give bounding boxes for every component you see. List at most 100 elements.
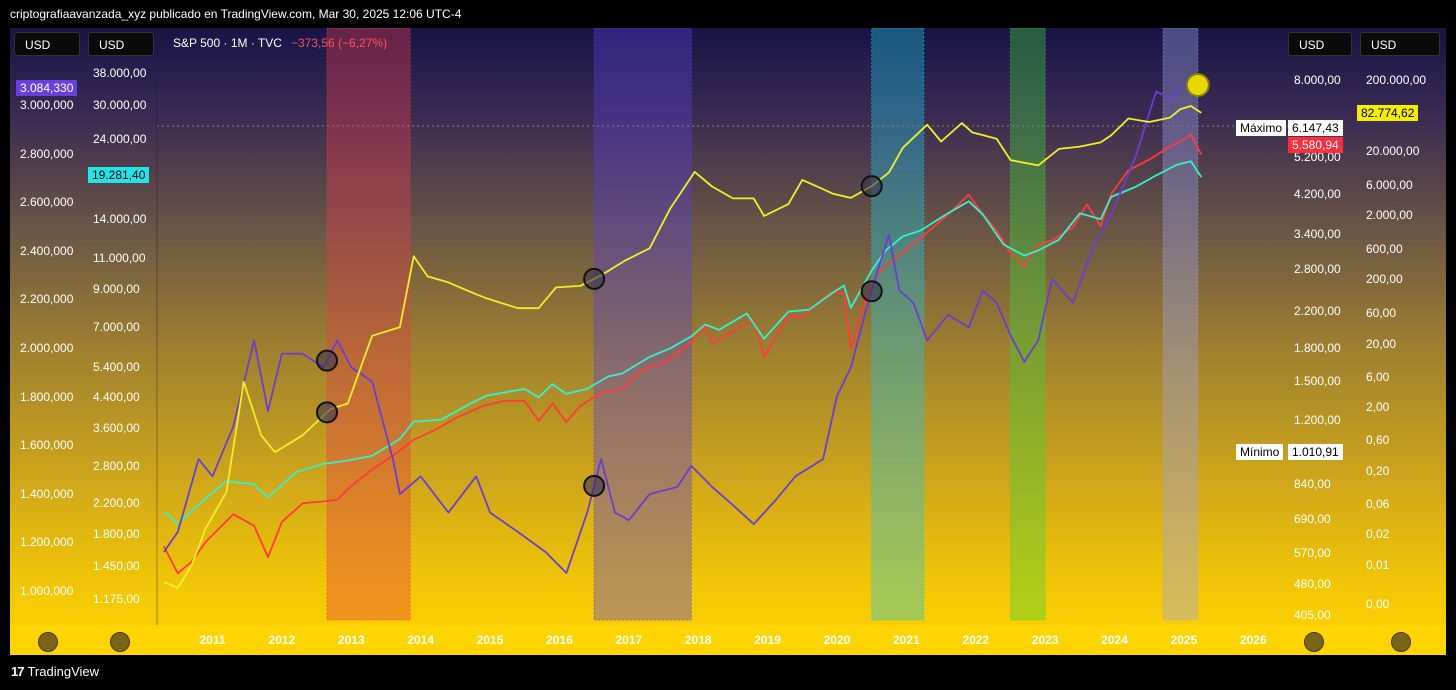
usd-scale-button-4[interactable]: USD: [1360, 32, 1440, 56]
right-axis-tick: 3.400,00: [1294, 227, 1341, 241]
tradingview-logo[interactable]: 17 TradingView: [11, 664, 99, 679]
usd-scale-button-2[interactable]: USD: [88, 32, 154, 56]
far-left-axis-tick: 2.600,000: [20, 195, 74, 210]
time-axis-tick: 2019: [754, 633, 781, 647]
time-axis-tick: 2025: [1170, 633, 1198, 647]
right-axis-tick: 1.800,00: [1294, 341, 1341, 355]
right-axis-tick: 570,00: [1294, 546, 1331, 560]
time-axis-tick: 2022: [962, 633, 990, 647]
time-axis-tick: 2013: [337, 633, 365, 647]
time-axis-tick: 2014: [407, 633, 435, 647]
far-right-axis-tick: 0,20: [1366, 464, 1390, 478]
far-right-axis-tick: 20.000,00: [1366, 144, 1420, 158]
legend-change: −373,56 (−6,27%): [291, 36, 388, 50]
far-right-axis-tick: 60,00: [1366, 306, 1397, 320]
footer-bar: 17 TradingView: [0, 655, 1456, 690]
time-axis-tick: 2015: [476, 633, 504, 647]
far-right-axis-tick: 6.000,00: [1366, 178, 1413, 192]
series-line-nasdaq-100: [163, 160, 1203, 525]
time-axis-tick: 2021: [893, 633, 920, 647]
tradingview-brand: TradingView: [27, 664, 100, 679]
far-left-axis-tick: 2.200,000: [20, 292, 74, 307]
left-axis-tick: 2.800,00: [93, 459, 140, 473]
right-axis-tick: 480,00: [1294, 577, 1331, 591]
event-marker-lower-1: [315, 349, 338, 372]
chart-panel[interactable]: USD USD USD USD S&P 500 · 1M · TVC −373,…: [10, 28, 1446, 655]
right-axis-tick-partial: 5.200,00: [1294, 150, 1341, 164]
attribution-text: criptografiaavanzada_xyz publicado en Tr…: [10, 7, 462, 21]
left-axis-tick: 2.200,00: [93, 496, 140, 510]
left-axis-tick: 30.000,00: [93, 98, 147, 112]
far-left-axis-tick: 2.800,000: [20, 146, 74, 161]
right-axis-tick: 2.200,00: [1294, 304, 1341, 318]
scale-dot-2[interactable]: [110, 632, 130, 652]
usd-scale-button-1[interactable]: USD: [14, 32, 80, 56]
price-tag-red: 5.580,94: [1288, 137, 1343, 153]
left-axis-tick: 24.000,00: [93, 132, 147, 146]
time-axis-tick: 2012: [268, 633, 296, 647]
far-right-axis-tick: 6,00: [1366, 370, 1390, 384]
shaded-period-4: [1009, 28, 1046, 621]
max-label: Máximo: [1236, 120, 1287, 136]
right-axis-tick: 405,00: [1294, 608, 1331, 622]
far-right-axis-tick: 0,00: [1366, 597, 1390, 611]
left-axis-tick: 11.000,00: [93, 251, 146, 265]
left-axis-tick: 1.450,00: [93, 559, 140, 573]
left-axis-tick: 5.400,00: [93, 360, 140, 374]
left-axis-tick: 9.000,00: [93, 282, 140, 296]
far-right-axis-tick: 0,01: [1366, 558, 1390, 572]
far-right-axis-tick: 0,02: [1366, 527, 1390, 541]
shaded-period-2: [593, 28, 692, 621]
right-axis-tick: 1.500,00: [1294, 374, 1341, 388]
far-right-axis-tick: 200.000,00: [1366, 73, 1427, 87]
right-axis-tick: 1.200,00: [1294, 413, 1341, 427]
far-left-axis-tick: 2.400,000: [20, 243, 74, 258]
price-tag-yellow: 82.774,62: [1357, 105, 1419, 121]
far-left-axis-tick: 1.600,000: [20, 438, 74, 453]
usd-scale-button-3[interactable]: USD: [1288, 32, 1352, 56]
far-left-axis-tick: 1.200,000: [20, 535, 74, 550]
right-axis-tick: 8.000,00: [1294, 73, 1341, 87]
min-value: 1.010,91: [1288, 444, 1343, 460]
scale-dot-1[interactable]: [38, 632, 58, 652]
right-axis-tick: 4.200,00: [1294, 187, 1341, 201]
max-value: 6.147,43: [1288, 120, 1343, 136]
far-left-axis-tick: 1.000,000: [20, 584, 74, 598]
right-axis-tick: 840,00: [1294, 477, 1331, 491]
far-right-axis-tick: 0,06: [1366, 497, 1390, 511]
left-axis-tick: 4.400,00: [93, 390, 140, 404]
chart-canvas[interactable]: [10, 28, 1446, 655]
event-marker-lower-2: [583, 474, 606, 497]
far-right-axis-tick: 2,00: [1366, 400, 1390, 414]
far-right-axis-tick: 0,60: [1366, 433, 1390, 447]
time-axis-tick: 2023: [1031, 633, 1059, 647]
time-axis-tick: 2020: [823, 633, 851, 647]
far-right-axis-tick: 600,00: [1366, 242, 1403, 256]
far-right-axis-tick: 2.000,00: [1366, 208, 1413, 222]
far-right-axis-tick: 200,00: [1366, 272, 1403, 286]
scale-dot-3[interactable]: [1304, 632, 1324, 652]
tradingview-mark-icon: 17: [11, 664, 25, 679]
far-left-axis-tick: 1.400,000: [20, 486, 74, 501]
time-axis-tick: 2018: [684, 633, 712, 647]
series-line-s-p-500: [163, 133, 1203, 575]
far-right-axis-tick: 20,00: [1366, 337, 1397, 351]
event-marker-upper-2: [583, 267, 606, 290]
left-axis-tick: 7.000,00: [93, 320, 140, 334]
event-marker-upper-3: [860, 175, 883, 198]
far-left-axis-tick: 3.000,000: [20, 98, 74, 112]
left-axis-tick: 1.175,00: [93, 592, 140, 606]
time-axis-tick: 2017: [615, 633, 643, 647]
time-axis-band: [10, 625, 1446, 655]
min-label: Mínimo: [1236, 444, 1284, 460]
shaded-period-5: [1162, 28, 1199, 621]
attribution-bar: criptografiaavanzada_xyz publicado en Tr…: [0, 0, 1456, 28]
far-left-axis-tick: 1.800,000: [20, 389, 74, 404]
scale-dot-4[interactable]: [1391, 632, 1411, 652]
time-axis-tick: 2024: [1101, 633, 1128, 647]
legend-symbol[interactable]: S&P 500 · 1M · TVC: [173, 36, 282, 50]
right-axis-tick: 2.800,00: [1294, 262, 1341, 276]
left-axis-tick: 1.800,00: [93, 527, 140, 541]
event-marker-lower-3: [860, 280, 883, 303]
left-axis-tick: 38.000,00: [93, 66, 147, 80]
